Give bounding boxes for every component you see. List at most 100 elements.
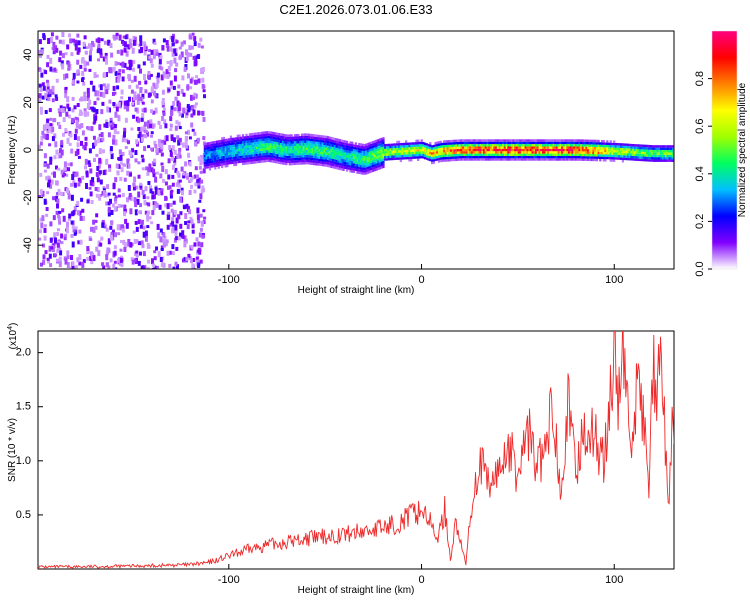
spectrogram-cell: [60, 149, 64, 156]
spectrogram-cell: [451, 146, 454, 150]
spectrogram-cell: [241, 155, 245, 158]
spectrogram-cell: [356, 147, 359, 150]
spectrogram-cell: [670, 154, 673, 158]
spectrogram-cell: [314, 148, 317, 152]
spectrogram-cell: [470, 141, 474, 145]
spectrogram-cell: [531, 146, 534, 149]
spectrogram-cell: [74, 116, 78, 120]
spectrogram-cell: [67, 162, 71, 166]
spectrogram-cell: [340, 165, 343, 169]
spectrogram-cell: [384, 158, 387, 161]
spectrogram-cell: [528, 148, 531, 152]
spectrogram-cell: [585, 146, 588, 150]
spectrogram-cell: [510, 151, 513, 154]
spectrogram-cell: [564, 148, 567, 152]
spectrogram-cell: [158, 204, 162, 210]
spectrogram-cell: [40, 72, 44, 78]
spectrogram-cell: [226, 145, 229, 149]
spectrogram-cell: [295, 150, 298, 153]
spectrogram-cell: [330, 158, 333, 161]
spectrogram-cell: [252, 135, 255, 138]
spectrogram-cell: [82, 144, 86, 149]
spectrogram-cell: [87, 160, 91, 165]
spectrogram-cell: [135, 226, 139, 232]
spectrogram-cell: [635, 153, 638, 157]
spectrogram-cell: [250, 159, 253, 162]
spectrogram-cell: [65, 166, 69, 170]
spectrogram-cell: [155, 246, 158, 251]
spectrogram-cell: [522, 146, 526, 149]
spectrogram-cell: [436, 155, 439, 159]
spectrogram-cell: [535, 146, 538, 149]
spectrogram-cell: [219, 151, 222, 155]
spectrogram-cell: [119, 161, 123, 166]
spectrogram-cell: [164, 181, 168, 186]
spectrogram-cell: [257, 158, 260, 161]
spectrogram-cell: [173, 162, 177, 166]
spectrogram-cell: [267, 140, 271, 143]
spectrogram-cell: [178, 46, 182, 50]
spectrogram-cell: [646, 159, 649, 162]
spectrogram-cell: [590, 142, 593, 145]
spectrogram-cell: [273, 153, 276, 156]
spectrogram-cell: [535, 141, 538, 145]
spectrogram-cell: [566, 148, 569, 152]
spectrogram-cell: [571, 151, 574, 154]
spectrogram-cell: [306, 159, 309, 162]
spectrogram-cell: [394, 148, 397, 151]
spectrogram-cell: [427, 155, 430, 159]
spectrogram-cell: [557, 141, 560, 145]
spectrogram-cell: [205, 159, 208, 162]
spectrogram-cell: [245, 143, 248, 146]
spectrogram-cell: [377, 153, 380, 156]
spectrogram-cell: [109, 198, 112, 204]
spectrogram-cell: [257, 146, 260, 149]
spectrogram-cell: [139, 68, 142, 74]
spectrogram-cell: [283, 145, 286, 149]
spectrogram-cell: [236, 139, 239, 142]
spectrogram-cell: [141, 113, 145, 119]
spectrogram-cell: [70, 52, 74, 57]
spectrogram-cell: [293, 148, 297, 151]
spectrogram-cell: [562, 141, 565, 145]
spectrogram-cell: [203, 147, 206, 150]
spectrogram-cell: [245, 155, 248, 158]
spectrogram-cell: [105, 254, 109, 261]
spectrogram-cell: [293, 150, 297, 154]
spectrogram-cell: [632, 151, 635, 154]
spectrogram-cell: [60, 169, 64, 175]
spectrogram-cell: [143, 269, 146, 273]
spectrogram-cell: [165, 40, 169, 45]
spectrogram-cell: [554, 155, 557, 159]
spectrogram-cell: [599, 149, 602, 152]
spectrogram-cell: [349, 165, 352, 168]
spectrogram-cell: [604, 152, 607, 155]
spectrogram-cell: [60, 191, 64, 196]
spectrogram-cell: [536, 155, 539, 159]
spectrogram-cell: [647, 144, 650, 148]
spectrogram-cell: [594, 156, 597, 159]
spectrogram-cell: [117, 204, 121, 208]
spectrogram-cell: [57, 122, 61, 126]
spectrogram-cell: [467, 139, 470, 142]
spectrogram-cell: [193, 131, 197, 136]
spectrogram-x-label: Height of straight line (km): [298, 285, 415, 296]
spectrogram-cell: [453, 158, 456, 162]
spectrogram-cell: [437, 143, 441, 146]
spectrogram-cell: [448, 144, 451, 148]
spectrogram-cell: [137, 210, 141, 214]
spectrogram-cell: [399, 145, 402, 148]
spectrogram-cell: [569, 153, 572, 156]
spectrogram-cell: [500, 158, 503, 161]
spectrogram-cell: [248, 147, 251, 150]
spectrogram-cell: [123, 104, 127, 110]
spectrogram-cell: [503, 155, 506, 159]
spectrogram-cell: [649, 154, 652, 157]
spectrogram-cell: [668, 150, 671, 153]
spectrogram-cell: [375, 168, 378, 171]
spectrogram-cell: [351, 153, 354, 156]
spectrogram-cell: [599, 144, 602, 148]
spectrogram-cell: [453, 151, 456, 154]
spectrogram-cell: [105, 58, 108, 65]
spectrogram-cell: [300, 145, 304, 148]
